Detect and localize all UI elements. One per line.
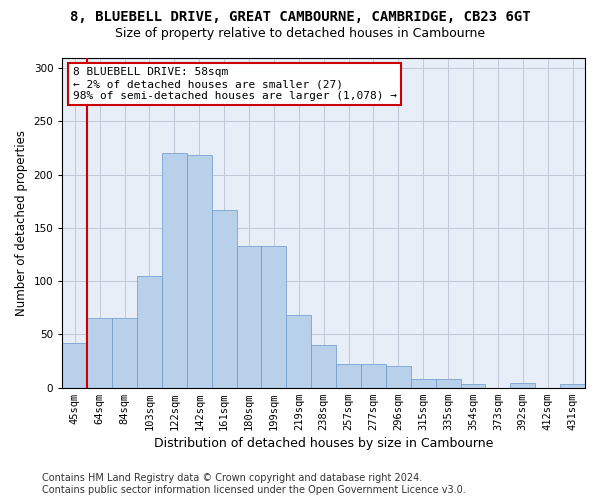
Y-axis label: Number of detached properties: Number of detached properties [15, 130, 28, 316]
Bar [436, 379, 461, 388]
Bar [511, 384, 535, 388]
Bar [162, 154, 187, 388]
Bar [560, 384, 585, 388]
Text: 8, BLUEBELL DRIVE, GREAT CAMBOURNE, CAMBRIDGE, CB23 6GT: 8, BLUEBELL DRIVE, GREAT CAMBOURNE, CAMB… [70, 10, 530, 24]
Bar [386, 366, 411, 388]
Bar [411, 379, 436, 388]
Bar [262, 246, 286, 388]
X-axis label: Distribution of detached houses by size in Cambourne: Distribution of detached houses by size … [154, 437, 493, 450]
Bar [336, 364, 361, 388]
Bar [87, 318, 112, 388]
Bar [236, 246, 262, 388]
Bar [137, 276, 162, 388]
Bar [286, 316, 311, 388]
Text: Size of property relative to detached houses in Cambourne: Size of property relative to detached ho… [115, 28, 485, 40]
Bar [311, 345, 336, 388]
Text: Contains HM Land Registry data © Crown copyright and database right 2024.
Contai: Contains HM Land Registry data © Crown c… [42, 474, 466, 495]
Bar [212, 210, 236, 388]
Bar [461, 384, 485, 388]
Bar [187, 156, 212, 388]
Bar [361, 364, 386, 388]
Bar [112, 318, 137, 388]
Bar [62, 343, 87, 388]
Text: 8 BLUEBELL DRIVE: 58sqm
← 2% of detached houses are smaller (27)
98% of semi-det: 8 BLUEBELL DRIVE: 58sqm ← 2% of detached… [73, 68, 397, 100]
